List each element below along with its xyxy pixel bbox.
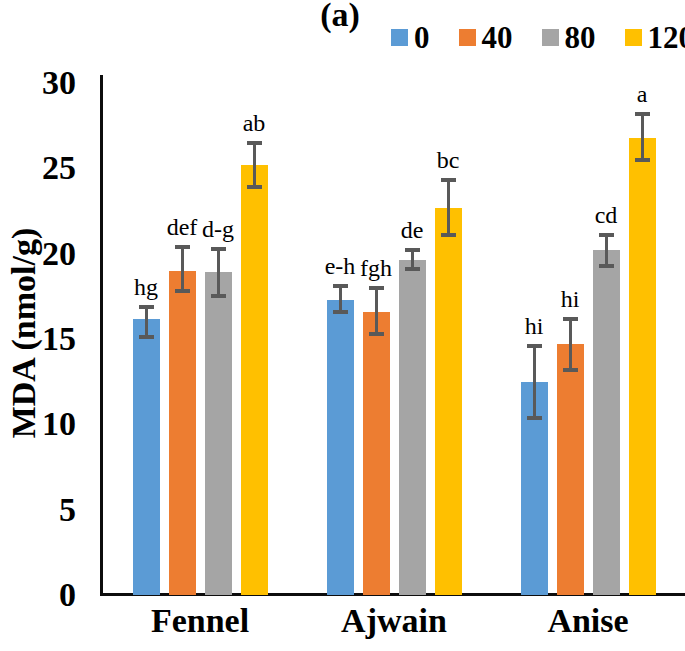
- bar-fennel-120: [241, 165, 268, 595]
- error-bar-line: [217, 249, 220, 297]
- y-tick-label: 5: [0, 493, 76, 527]
- error-bar-cap: [175, 289, 190, 293]
- significance-letter: ab: [219, 111, 289, 135]
- error-bar-cap: [247, 141, 262, 145]
- error-bar-cap: [175, 245, 190, 249]
- legend-item: 0: [391, 22, 430, 53]
- error-bar-cap: [247, 185, 262, 189]
- bar-ajwain-80: [399, 260, 426, 595]
- y-tick-label: 10: [0, 407, 76, 441]
- legend-label: 120: [648, 22, 685, 53]
- x-category-label: Fennel: [103, 601, 297, 642]
- error-bar-cap: [441, 233, 456, 237]
- error-bar-cap: [211, 247, 226, 251]
- bar-anise-80: [593, 250, 620, 595]
- significance-letter: hi: [499, 314, 569, 338]
- y-tick-label: 0: [0, 578, 76, 612]
- legend-swatch-icon: [391, 29, 408, 46]
- y-tick-label: 25: [0, 151, 76, 185]
- legend-item: 120: [625, 22, 685, 53]
- bar-ajwain-40: [363, 312, 390, 595]
- y-tick-label: 20: [0, 237, 76, 271]
- error-bar-cap: [527, 416, 542, 420]
- legend-label: 40: [482, 22, 513, 53]
- legend-label: 0: [414, 22, 430, 53]
- bar-fennel-40: [169, 271, 196, 595]
- error-bar-cap: [563, 368, 578, 372]
- bar-ajwain-120: [435, 208, 462, 595]
- error-bar-cap: [635, 158, 650, 162]
- error-bar-line: [605, 235, 608, 266]
- x-category-label: Ajwain: [297, 601, 491, 642]
- error-bar-cap: [635, 112, 650, 116]
- legend-swatch-icon: [459, 29, 476, 46]
- error-bar-line: [339, 286, 342, 312]
- error-bar-cap: [527, 344, 542, 348]
- error-bar-line: [253, 143, 256, 187]
- error-bar-cap: [333, 310, 348, 314]
- error-bar-cap: [369, 286, 384, 290]
- error-bar-line: [181, 247, 184, 291]
- legend-item: 40: [459, 22, 513, 53]
- legend-swatch-icon: [542, 29, 559, 46]
- legend-item: 80: [542, 22, 596, 53]
- error-bar-cap: [599, 264, 614, 268]
- chart-legend: 0 40 80 120: [391, 22, 685, 53]
- bar-fennel-0: [133, 319, 160, 595]
- error-bar-cap: [211, 294, 226, 298]
- error-bar-cap: [599, 233, 614, 237]
- y-tick-label: 30: [0, 66, 76, 100]
- figure-panel-label: (a): [295, 0, 385, 32]
- legend-label: 80: [565, 22, 596, 53]
- error-bar-cap: [333, 284, 348, 288]
- y-tick-label: 15: [0, 322, 76, 356]
- bar-anise-40: [557, 344, 584, 595]
- bar-ajwain-0: [327, 300, 354, 595]
- error-bar-line: [533, 346, 536, 418]
- error-bar-line: [447, 180, 450, 235]
- error-bar-line: [569, 319, 572, 370]
- error-bar-cap: [441, 178, 456, 182]
- bar-chart-figure: (a) 04080120 MDA (nmol/g) 051015202530 h…: [0, 0, 685, 651]
- bar-anise-120: [629, 138, 656, 595]
- error-bar-line: [375, 288, 378, 334]
- error-bar-cap: [563, 317, 578, 321]
- significance-letter: bc: [413, 148, 483, 172]
- error-bar-cap: [139, 335, 154, 339]
- x-category-label: Anise: [491, 601, 685, 642]
- y-axis-line: [100, 75, 103, 595]
- error-bar-cap: [369, 332, 384, 336]
- error-bar-cap: [139, 305, 154, 309]
- legend-swatch-icon: [625, 29, 642, 46]
- bar-fennel-80: [205, 272, 232, 595]
- error-bar-line: [145, 307, 148, 338]
- significance-letter: a: [607, 82, 677, 106]
- error-bar-cap: [405, 248, 420, 252]
- error-bar-cap: [405, 267, 420, 271]
- error-bar-line: [641, 114, 644, 160]
